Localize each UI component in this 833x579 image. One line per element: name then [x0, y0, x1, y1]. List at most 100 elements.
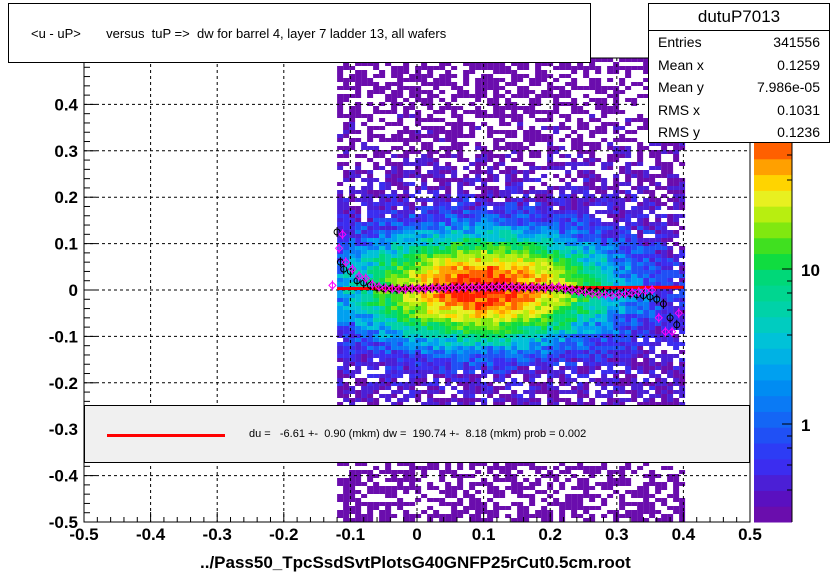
heatmap-cell	[415, 94, 422, 98]
heatmap-cell	[493, 290, 500, 294]
heatmap-cell	[343, 326, 350, 330]
heatmap-cell	[445, 466, 452, 470]
heatmap-cell	[397, 234, 404, 238]
heatmap-cell	[487, 114, 494, 118]
heatmap-cell	[367, 226, 374, 230]
heatmap-cell	[541, 270, 548, 274]
heatmap-cell	[439, 178, 446, 182]
heatmap-cell	[571, 474, 578, 478]
heatmap-cell	[589, 146, 596, 150]
heatmap-cell	[457, 202, 464, 206]
heatmap-cell	[427, 154, 434, 158]
heatmap-cell	[589, 262, 596, 266]
heatmap-cell	[577, 478, 584, 482]
heatmap-cell	[457, 118, 464, 122]
heatmap-cell	[469, 514, 476, 518]
heatmap-cell	[673, 398, 680, 402]
heatmap-cell	[643, 174, 650, 178]
heatmap-cell	[337, 378, 344, 382]
heatmap-cell	[439, 126, 446, 130]
heatmap-cell	[589, 494, 596, 498]
heatmap-cell	[481, 114, 488, 118]
heatmap-cell	[583, 70, 590, 74]
heatmap-cell	[583, 330, 590, 334]
heatmap-cell	[583, 510, 590, 514]
heatmap-cell	[559, 506, 566, 510]
heatmap-cell	[451, 306, 458, 310]
heatmap-cell	[523, 374, 530, 378]
heatmap-cell	[559, 162, 566, 166]
heatmap-cell	[397, 402, 404, 406]
heatmap-cell	[397, 486, 404, 490]
heatmap-cell	[469, 302, 476, 306]
heatmap-cell	[541, 202, 548, 206]
heatmap-cell	[649, 482, 656, 486]
heatmap-cell	[643, 462, 650, 466]
heatmap-cell	[571, 354, 578, 358]
heatmap-cell	[559, 234, 566, 238]
heatmap-cell	[349, 190, 356, 194]
heatmap-cell	[577, 482, 584, 486]
heatmap-cell	[637, 82, 644, 86]
heatmap-cell	[403, 334, 410, 338]
heatmap-cell	[421, 90, 428, 94]
heatmap-cell	[565, 322, 572, 326]
heatmap-cell	[541, 234, 548, 238]
heatmap-cell	[385, 274, 392, 278]
heatmap-cell	[601, 310, 608, 314]
heatmap-cell	[397, 78, 404, 82]
heatmap-cell	[601, 166, 608, 170]
heatmap-cell	[409, 150, 416, 154]
heatmap-cell	[631, 322, 638, 326]
heatmap-cell	[643, 338, 650, 342]
heatmap-cell	[493, 502, 500, 506]
heatmap-cell	[439, 294, 446, 298]
heatmap-cell	[439, 234, 446, 238]
heatmap-cell	[577, 62, 584, 66]
heatmap-cell	[619, 482, 626, 486]
heatmap-cell	[373, 390, 380, 394]
heatmap-cell	[517, 238, 524, 242]
heatmap-cell	[565, 346, 572, 350]
heatmap-cell	[409, 330, 416, 334]
heatmap-cell	[529, 266, 536, 270]
heatmap-cell	[355, 394, 362, 398]
heatmap-cell	[511, 114, 518, 118]
heatmap-cell	[343, 234, 350, 238]
heatmap-cell	[625, 242, 632, 246]
heatmap-cell	[445, 154, 452, 158]
heatmap-cell	[571, 386, 578, 390]
heatmap-cell	[499, 154, 506, 158]
heatmap-cell	[655, 510, 662, 514]
heatmap-cell	[397, 266, 404, 270]
heatmap-cell	[475, 302, 482, 306]
heatmap-cell	[343, 114, 350, 118]
heatmap-cell	[385, 302, 392, 306]
heatmap-cell	[397, 182, 404, 186]
heatmap-cell	[565, 362, 572, 366]
heatmap-cell	[535, 334, 542, 338]
heatmap-cell	[577, 234, 584, 238]
heatmap-cell	[565, 114, 572, 118]
heatmap-cell	[565, 358, 572, 362]
heatmap-cell	[511, 222, 518, 226]
heatmap-cell	[439, 254, 446, 258]
heatmap-cell	[415, 366, 422, 370]
heatmap-cell	[541, 338, 548, 342]
heatmap-cell	[379, 202, 386, 206]
heatmap-cell	[409, 298, 416, 302]
heatmap-cell	[613, 402, 620, 406]
heatmap-cell	[661, 174, 668, 178]
heatmap-cell	[529, 370, 536, 374]
heatmap-cell	[343, 338, 350, 342]
heatmap-cell	[427, 394, 434, 398]
heatmap-cell	[391, 474, 398, 478]
heatmap-cell	[583, 174, 590, 178]
heatmap-cell	[601, 274, 608, 278]
heatmap-cell	[529, 226, 536, 230]
heatmap-cell	[679, 394, 686, 398]
heatmap-cell	[475, 322, 482, 326]
heatmap-cell	[493, 242, 500, 246]
heatmap-cell	[469, 226, 476, 230]
heatmap-cell	[601, 178, 608, 182]
